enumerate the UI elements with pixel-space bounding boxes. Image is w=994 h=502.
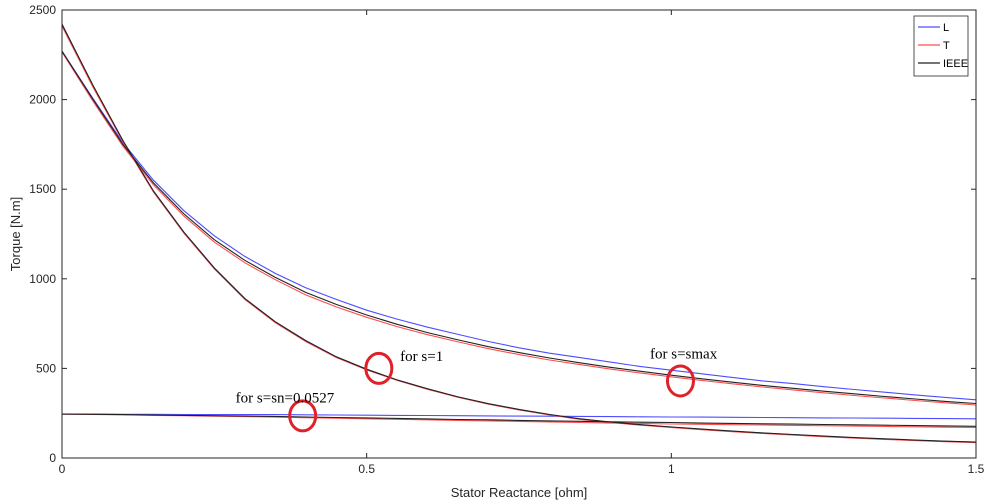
legend-label-t: T <box>943 40 950 52</box>
y-axis-label: Torque [N.m] <box>8 197 23 271</box>
legend-box <box>913 15 969 77</box>
x-tick-label: 0 <box>59 462 66 476</box>
y-tick-label: 500 <box>36 361 56 375</box>
legend-label-ieee: IEEE <box>943 58 968 70</box>
legend-label-l: L <box>943 22 949 34</box>
x-tick-label: 1 <box>668 462 675 476</box>
annotation-label: for s=sn=0.0527 <box>236 390 335 406</box>
x-ticks: 0 0.5 1 1.5 <box>59 10 985 476</box>
series-l-line-3 <box>62 413 977 420</box>
series-ieee-line-2 <box>61 24 977 443</box>
series-ieee-line-3 <box>61 413 977 427</box>
annotation-label: for s=1 <box>400 349 443 365</box>
y-ticks: 0 500 1000 1500 2000 2500 <box>29 3 976 465</box>
series-l-line-1 <box>61 50 977 401</box>
x-tick-label: 0.5 <box>358 462 375 476</box>
x-axis-label: Stator Reactance [ohm] <box>451 485 588 500</box>
y-tick-label: 0 <box>49 451 56 465</box>
annotation-label: for s=smax <box>650 347 718 363</box>
plot-area <box>62 10 976 458</box>
x-tick-label: 1.5 <box>968 462 985 476</box>
annotation-layer: for s=1 for s=smax for s=sn=0.0527 <box>236 347 718 433</box>
y-tick-label: 2500 <box>29 3 56 17</box>
legend: LT IEEE <box>913 15 969 77</box>
annotation-marker-circle <box>665 364 695 398</box>
series-layer <box>61 24 977 444</box>
y-tick-label: 1500 <box>29 182 56 196</box>
annotation-marker-circle <box>364 351 394 385</box>
axes-box <box>61 9 977 459</box>
annotation-marker-circle <box>288 399 318 433</box>
series-t-line-2 <box>61 25 977 444</box>
y-tick-label: 1000 <box>29 272 56 286</box>
series-ieee-line-1 <box>61 50 977 405</box>
series-t-line-1 <box>61 51 977 406</box>
y-tick-label: 2000 <box>29 93 56 107</box>
